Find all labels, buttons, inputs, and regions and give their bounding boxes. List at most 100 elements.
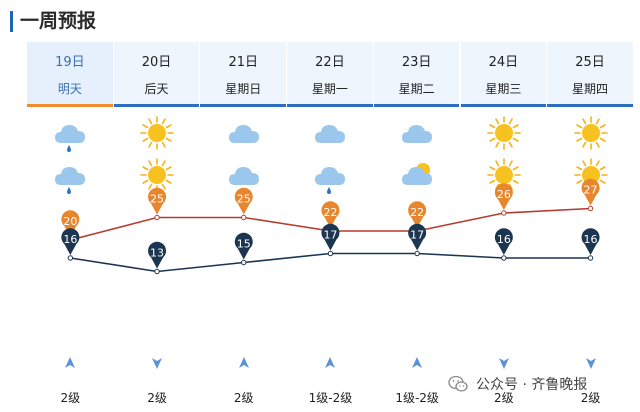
high-temp-label: 26 bbox=[497, 188, 511, 201]
high-temp-point bbox=[501, 210, 507, 216]
sun-icon bbox=[484, 113, 524, 153]
low-temp-point bbox=[414, 250, 420, 257]
day-tab[interactable]: 25日 星期四 bbox=[547, 42, 634, 107]
day-underline bbox=[547, 104, 633, 107]
low-temp-line bbox=[70, 252, 591, 273]
wind-level: 2级 bbox=[147, 391, 167, 405]
low-temp-label: 16 bbox=[63, 233, 77, 246]
sun-icon bbox=[137, 113, 177, 153]
day-date: 19日 bbox=[55, 55, 85, 70]
sun-icon bbox=[571, 113, 611, 153]
high-temp-marker bbox=[148, 187, 167, 215]
low-temp-label: 17 bbox=[323, 229, 337, 242]
high-temp-label: 22 bbox=[323, 206, 337, 219]
day-tab[interactable]: 20日后天 bbox=[113, 42, 201, 107]
low-temp-point bbox=[67, 255, 74, 261]
wechat-icon bbox=[448, 375, 468, 392]
low-temp-point bbox=[327, 250, 334, 257]
day-label: 星期四 bbox=[572, 82, 609, 96]
low-temp-marker bbox=[148, 241, 167, 269]
high-temp-marker bbox=[408, 201, 427, 228]
high-temp-label: 25 bbox=[237, 193, 251, 206]
cloud-icon bbox=[224, 113, 264, 153]
day-underline bbox=[200, 104, 287, 107]
low-temp-label: 16 bbox=[584, 233, 598, 246]
day-tab[interactable]: 21日星期日 bbox=[200, 42, 288, 107]
rain-cloud-icon bbox=[50, 113, 90, 153]
low-temp-label: 16 bbox=[497, 233, 511, 246]
day-date: 21日 bbox=[228, 55, 258, 70]
high-temp-label: 20 bbox=[63, 215, 77, 228]
high-temp-marker bbox=[61, 210, 80, 237]
high-temp-label: 27 bbox=[584, 184, 598, 197]
high-temp-label: 22 bbox=[410, 206, 424, 219]
low-temp-label: 15 bbox=[237, 238, 251, 251]
title-accent-bar bbox=[10, 11, 13, 32]
high-temp-point bbox=[241, 214, 247, 221]
day-tabs: 19日 明天 20日 后天 21日 星期日 22日 星期一 23日 星期二 24日 星期三 25日 星期四 bbox=[27, 42, 634, 107]
day-label: 星期一 bbox=[311, 82, 348, 96]
wind-arrow-down-icon bbox=[584, 356, 598, 370]
high-temp-point bbox=[154, 214, 160, 221]
cloud-icon bbox=[310, 113, 350, 153]
day-date: 22日 bbox=[315, 55, 345, 70]
low-temp-marker bbox=[234, 232, 253, 260]
day-label: 星期日 bbox=[225, 82, 262, 96]
wind-arrow-up-icon bbox=[237, 356, 251, 370]
low-temp-point bbox=[241, 259, 247, 266]
day-date: 20日 bbox=[141, 55, 172, 70]
low-temp-point bbox=[154, 268, 160, 275]
wind-arrow-down-icon bbox=[150, 356, 164, 370]
high-temp-marker bbox=[494, 183, 513, 210]
low-temp-point bbox=[501, 255, 507, 261]
high-temp-marker bbox=[234, 187, 253, 215]
partly-cloudy-icon bbox=[397, 155, 437, 195]
wind-level: 2级 bbox=[580, 391, 601, 405]
wind-level: 1级-2级 bbox=[395, 391, 439, 405]
low-temp-marker bbox=[321, 223, 340, 251]
day-underline bbox=[27, 104, 113, 107]
day-tab[interactable]: 23日星期二 bbox=[373, 42, 461, 107]
day-tab[interactable]: 22日星期一 bbox=[287, 42, 374, 107]
wind-arrow-up-icon bbox=[63, 356, 77, 370]
rain-cloud-icon bbox=[310, 155, 350, 195]
wind-level: 1级-2级 bbox=[308, 391, 353, 405]
low-temp-marker bbox=[61, 228, 80, 255]
low-temp-point bbox=[587, 255, 594, 261]
watermark-text: 公众号 · 齐鲁晚报 bbox=[476, 377, 588, 393]
day-underline bbox=[460, 104, 547, 107]
low-temp-marker bbox=[494, 228, 513, 255]
day-date: 24日 bbox=[488, 55, 519, 70]
low-temp-label: 17 bbox=[410, 229, 424, 242]
forecast-header: 一周预报 bbox=[0, 0, 640, 42]
high-temp-label: 25 bbox=[150, 193, 164, 206]
day-date: 23日 bbox=[401, 55, 432, 70]
day-tab[interactable]: 19日 明天 bbox=[27, 42, 114, 107]
day-underline bbox=[373, 104, 460, 107]
wind-arrow-up-icon bbox=[323, 356, 337, 370]
cloud-icon bbox=[397, 113, 437, 153]
day-tab[interactable]: 24日星期三 bbox=[460, 42, 548, 107]
page-title: 一周预报 bbox=[20, 10, 97, 32]
rain-cloud-icon bbox=[50, 155, 90, 195]
wind-arrow-down-icon bbox=[497, 356, 511, 370]
high-temp-marker bbox=[581, 178, 600, 206]
low-temp-marker bbox=[581, 228, 600, 255]
day-label: 星期三 bbox=[485, 82, 522, 96]
day-label: 后天 bbox=[144, 82, 169, 96]
sun-icon bbox=[137, 155, 177, 195]
cloud-icon bbox=[224, 155, 264, 195]
low-temp-label: 13 bbox=[150, 247, 164, 260]
low-temp-marker bbox=[408, 223, 427, 251]
watermark: 公众号 · 齐鲁晚报 bbox=[448, 373, 587, 395]
wind-level: 2级 bbox=[233, 391, 254, 405]
day-underline bbox=[113, 104, 200, 107]
day-label: 星期二 bbox=[398, 82, 435, 96]
day-underline bbox=[287, 104, 373, 107]
wind-level: 2级 bbox=[494, 391, 514, 405]
wind-level: 2级 bbox=[60, 391, 81, 405]
high-temp-marker bbox=[321, 201, 340, 228]
wind-arrow-up-icon bbox=[410, 356, 424, 370]
high-temp-point bbox=[587, 205, 594, 212]
